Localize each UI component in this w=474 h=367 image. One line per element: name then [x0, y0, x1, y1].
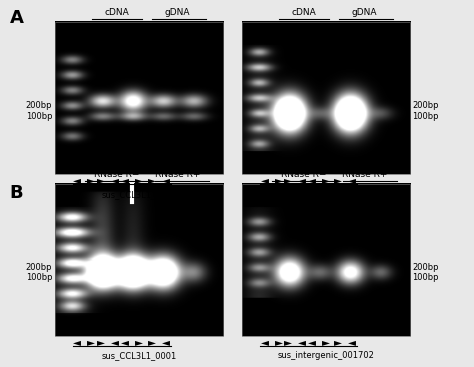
Text: ◄: ◄	[261, 337, 268, 347]
Text: ◄: ◄	[308, 175, 316, 186]
Text: 200bp: 200bp	[26, 101, 52, 110]
Text: A: A	[9, 9, 23, 27]
Text: ◄: ◄	[73, 337, 82, 347]
Text: B: B	[9, 184, 23, 201]
Text: ◄: ◄	[308, 337, 316, 347]
Text: RNase R−: RNase R−	[94, 170, 139, 179]
Bar	[55, 22, 223, 174]
Text: ◄: ◄	[111, 337, 119, 347]
Text: sus_intergenic_001702: sus_intergenic_001702	[278, 351, 374, 360]
Text: ►: ►	[135, 175, 143, 186]
Text: gDNA: gDNA	[352, 8, 377, 17]
Text: ►: ►	[334, 337, 342, 347]
Text: sus_CCL3L1_0001: sus_CCL3L1_0001	[101, 190, 176, 199]
Text: 200bp: 200bp	[26, 263, 52, 272]
Text: sus_CCL3L1_0001: sus_CCL3L1_0001	[101, 351, 176, 360]
Text: RNase R+: RNase R+	[155, 170, 200, 179]
Text: ►: ►	[135, 337, 143, 347]
Text: ◄: ◄	[121, 175, 128, 186]
Text: 100bp: 100bp	[412, 112, 439, 121]
Text: RNase R+: RNase R+	[342, 170, 387, 179]
Text: ►: ►	[322, 337, 330, 347]
Text: ◄: ◄	[121, 337, 128, 347]
Text: ►: ►	[148, 175, 155, 186]
Text: ►: ►	[97, 175, 105, 186]
Text: ◄: ◄	[111, 175, 119, 186]
Text: RNase R−: RNase R−	[281, 170, 327, 179]
Text: ►: ►	[148, 337, 155, 347]
Text: cDNA: cDNA	[104, 8, 129, 17]
Bar	[242, 184, 410, 336]
Text: gDNA: gDNA	[164, 8, 190, 17]
Text: ►: ►	[274, 337, 283, 347]
Text: ►: ►	[87, 337, 95, 347]
Text: ◄: ◄	[348, 175, 356, 186]
Text: 200bp: 200bp	[412, 263, 439, 272]
Text: ◄: ◄	[162, 175, 170, 186]
Text: ►: ►	[97, 337, 105, 347]
Text: cDNA: cDNA	[292, 8, 316, 17]
Text: ►: ►	[274, 175, 283, 186]
Text: ◄: ◄	[162, 337, 170, 347]
Text: 100bp: 100bp	[412, 273, 439, 283]
Text: ◄: ◄	[299, 175, 306, 186]
Text: ◄: ◄	[261, 175, 268, 186]
Text: 200bp: 200bp	[412, 101, 439, 110]
Text: 100bp: 100bp	[26, 273, 52, 283]
Text: ►: ►	[334, 175, 342, 186]
Bar	[242, 22, 410, 174]
Text: ►: ►	[284, 337, 292, 347]
Text: ►: ►	[322, 175, 330, 186]
Text: ◄: ◄	[299, 337, 306, 347]
Text: ◄: ◄	[348, 337, 356, 347]
Text: ►: ►	[87, 175, 95, 186]
Bar	[55, 184, 223, 336]
Text: 100bp: 100bp	[26, 112, 52, 121]
Text: ◄: ◄	[73, 175, 82, 186]
Text: sus_intergenic_001702: sus_intergenic_001702	[278, 190, 374, 199]
Text: ►: ►	[284, 175, 292, 186]
